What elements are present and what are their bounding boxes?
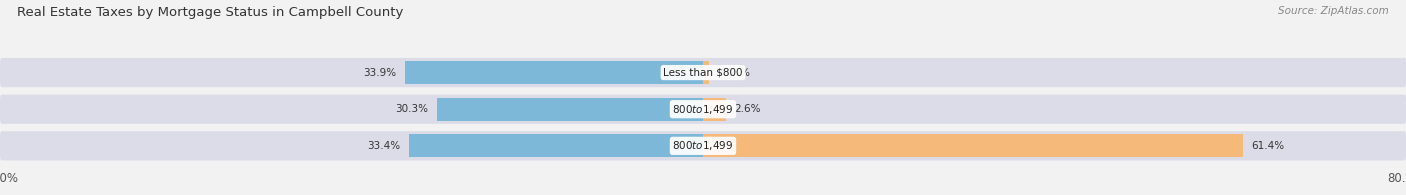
Bar — [703, 135, 1243, 157]
Bar — [703, 61, 709, 84]
Text: Less than $800: Less than $800 — [664, 67, 742, 78]
Bar — [437, 98, 703, 121]
FancyBboxPatch shape — [0, 58, 1406, 87]
Text: 33.9%: 33.9% — [363, 67, 396, 78]
Text: Real Estate Taxes by Mortgage Status in Campbell County: Real Estate Taxes by Mortgage Status in … — [17, 6, 404, 19]
Text: $800 to $1,499: $800 to $1,499 — [672, 139, 734, 152]
Text: 61.4%: 61.4% — [1251, 141, 1285, 151]
Bar — [405, 61, 703, 84]
Text: 2.6%: 2.6% — [734, 104, 761, 114]
FancyBboxPatch shape — [0, 95, 1406, 124]
Text: Source: ZipAtlas.com: Source: ZipAtlas.com — [1278, 6, 1389, 16]
Bar — [703, 98, 725, 121]
Text: 30.3%: 30.3% — [395, 104, 427, 114]
Text: $800 to $1,499: $800 to $1,499 — [672, 103, 734, 116]
Text: 0.65%: 0.65% — [717, 67, 751, 78]
FancyBboxPatch shape — [0, 131, 1406, 160]
Bar — [409, 135, 703, 157]
Text: 33.4%: 33.4% — [367, 141, 401, 151]
